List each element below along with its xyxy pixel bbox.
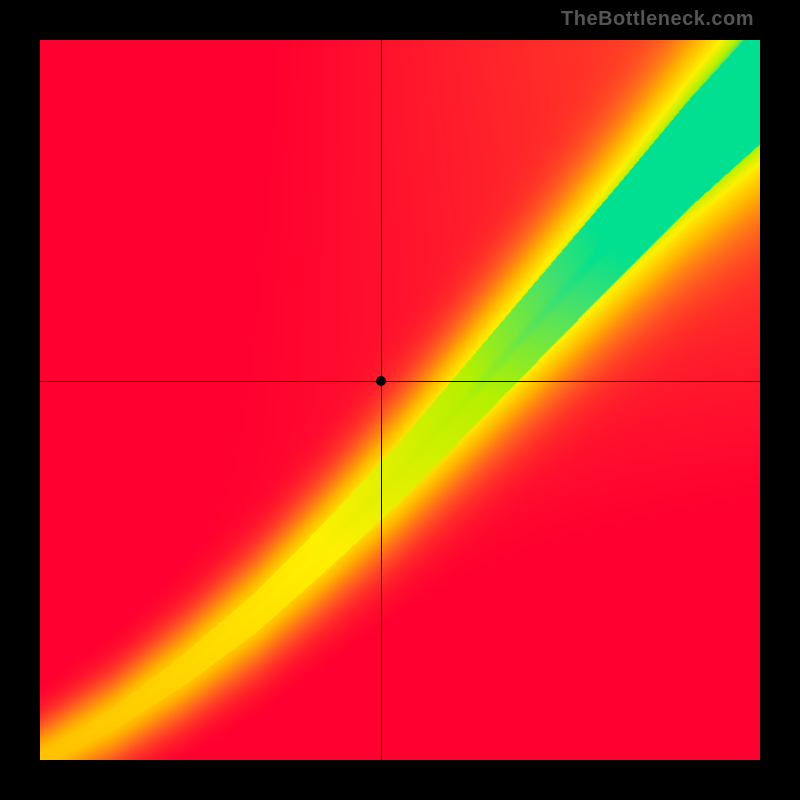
- watermark: TheBottleneck.com: [561, 8, 754, 31]
- crosshair-horizontal: [40, 381, 760, 382]
- heatmap-canvas: [40, 40, 760, 760]
- plot-area: [40, 40, 760, 760]
- crosshair-vertical: [381, 40, 382, 760]
- crosshair-marker: [376, 376, 386, 386]
